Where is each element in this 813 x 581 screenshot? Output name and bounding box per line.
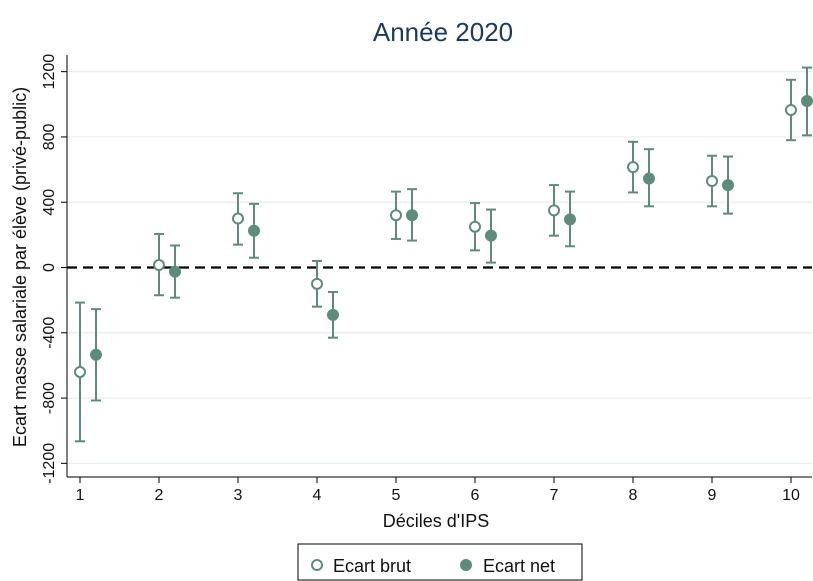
- point-ecart-brut: [785, 104, 797, 117]
- axes-layer: -1200 -800 -400 0 400 800 1200 1 2 3 4 5 6 7 8 9 10: [41, 54, 812, 504]
- point-ecart-net: [327, 308, 339, 321]
- point-ecart-brut: [74, 365, 86, 378]
- point-ecart-net: [801, 95, 813, 108]
- legend-marker-ecart-brut: [311, 559, 323, 571]
- y-tick-label: 800: [41, 123, 58, 150]
- legend-marker-ecart-net: [460, 559, 472, 571]
- point-ecart-brut: [627, 161, 639, 174]
- point-ecart-brut: [390, 209, 402, 222]
- point-ecart-net: [722, 179, 734, 192]
- x-tick-label: 3: [234, 487, 243, 504]
- chart-title: Année 2020: [373, 17, 513, 47]
- legend-label-ecart-brut: Ecart brut: [333, 556, 411, 576]
- x-tick-label: 2: [155, 487, 164, 504]
- point-ecart-brut: [311, 277, 323, 290]
- point-ecart-brut: [232, 212, 244, 225]
- x-tick-label: 6: [471, 487, 480, 504]
- x-tick-label: 4: [313, 487, 322, 504]
- y-tick-label: -400: [41, 317, 58, 349]
- point-ecart-net: [248, 224, 260, 237]
- legend-box: [297, 543, 583, 581]
- point-ecart-brut: [706, 175, 718, 188]
- point-ecart-brut: [548, 204, 560, 217]
- y-tick-label: 1200: [41, 54, 58, 90]
- point-ecart-net: [643, 172, 655, 185]
- x-tick-label: 5: [392, 487, 401, 504]
- legend: Ecart brut Ecart net: [297, 543, 583, 581]
- point-ecart-net: [90, 348, 102, 361]
- data-layer: [74, 66, 813, 443]
- x-tick-label: 7: [550, 487, 559, 504]
- legend-label-ecart-net: Ecart net: [483, 556, 555, 576]
- point-ecart-net: [169, 265, 181, 278]
- y-tick-label: 400: [41, 189, 58, 216]
- y-tick-label: 0: [41, 263, 58, 272]
- point-ecart-net: [406, 209, 418, 222]
- y-tick-label: -1200: [41, 443, 58, 484]
- x-tick-label: 8: [629, 487, 638, 504]
- y-axis-label: Ecart masse salariale par élève (privé-p…: [10, 87, 30, 447]
- grid-layer: [67, 71, 812, 464]
- point-ecart-net: [485, 229, 497, 242]
- x-tick-label: 9: [708, 487, 717, 504]
- y-tick-label: -800: [41, 382, 58, 414]
- point-ecart-brut: [469, 220, 481, 233]
- point-ecart-brut: [153, 259, 165, 272]
- x-tick-label: 1: [76, 487, 85, 504]
- point-ecart-net: [564, 213, 576, 226]
- x-axis-label: Déciles d'IPS: [383, 511, 489, 531]
- x-tick-label: 10: [782, 487, 800, 504]
